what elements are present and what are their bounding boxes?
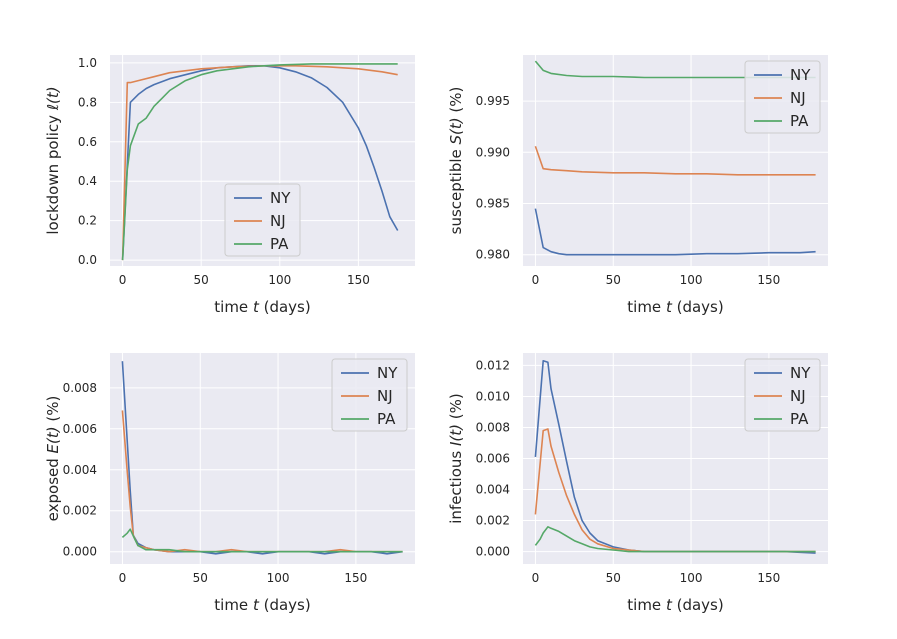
x-axis-label: time t (days) bbox=[627, 596, 723, 614]
series-line-nj bbox=[534, 145, 816, 176]
y-tick-label: 0.995 bbox=[476, 94, 510, 108]
y-tick-label: 0.004 bbox=[63, 463, 97, 477]
y-tick-label: 0.012 bbox=[476, 358, 510, 372]
series-line-pa bbox=[121, 528, 403, 553]
x-tick-label: 150 bbox=[347, 273, 370, 287]
x-tick-label: 0 bbox=[119, 571, 127, 585]
y-tick-label: 0.980 bbox=[476, 248, 510, 262]
x-axis-label: time t (days) bbox=[627, 298, 723, 316]
y-tick-label: 0.0 bbox=[78, 253, 97, 267]
series-line-pa bbox=[121, 63, 398, 261]
legend-label-ny: NY bbox=[790, 66, 811, 84]
series-line-pa bbox=[534, 526, 816, 553]
y-tick-label: 1.0 bbox=[78, 56, 97, 70]
x-tick-label: 0 bbox=[532, 273, 540, 287]
legend-label-nj: NJ bbox=[270, 212, 286, 230]
y-tick-label: 0.8 bbox=[78, 95, 97, 109]
y-tick-label: 0.985 bbox=[476, 197, 510, 211]
y-axis-label: infectious I(t) (%) bbox=[447, 393, 465, 524]
y-tick-label: 0.000 bbox=[476, 545, 510, 559]
subplot-lockdown: 0 50 100 150 0.0 0.2 0.4 0.6 0.8 1.0 time t (days)… bbox=[44, 55, 415, 316]
y-axis-label: exposed E(t) (%) bbox=[44, 396, 62, 522]
legend: NY NJ PA bbox=[744, 358, 821, 432]
y-tick-label: 0.002 bbox=[63, 504, 97, 518]
x-tick-label: 100 bbox=[680, 273, 703, 287]
y-tick-label: 0.6 bbox=[78, 135, 97, 149]
series-line-nj bbox=[121, 65, 398, 261]
x-tick-label: 100 bbox=[680, 571, 703, 585]
x-tick-label: 50 bbox=[606, 571, 621, 585]
legend-label-nj: NJ bbox=[790, 387, 806, 405]
legend: NY NJ PA bbox=[744, 60, 821, 134]
series-line-ny bbox=[534, 208, 816, 256]
y-tick-label: 0.008 bbox=[63, 381, 97, 395]
legend-frame bbox=[224, 183, 301, 257]
legend: NY NJ PA bbox=[224, 183, 301, 257]
subplot-infectious: 0 50 100 150 0.000 0.002 0.004 0.006 0.008 0.010 0… bbox=[447, 353, 828, 614]
y-axis-label: susceptible S(t) (%) bbox=[447, 87, 465, 235]
legend-label-pa: PA bbox=[377, 410, 396, 428]
y-tick-label: 0.008 bbox=[476, 420, 510, 434]
x-tick-label: 0 bbox=[119, 273, 127, 287]
x-tick-label: 150 bbox=[757, 273, 780, 287]
legend-frame bbox=[744, 358, 821, 432]
x-tick-label: 150 bbox=[757, 571, 780, 585]
x-tick-label: 50 bbox=[606, 273, 621, 287]
y-tick-label: 0.006 bbox=[63, 422, 97, 436]
legend-label-pa: PA bbox=[270, 235, 289, 253]
x-tick-label: 150 bbox=[344, 571, 367, 585]
x-tick-label: 0 bbox=[532, 571, 540, 585]
y-tick-label: 0.010 bbox=[476, 389, 510, 403]
legend-label-pa: PA bbox=[790, 410, 809, 428]
x-tick-label: 100 bbox=[267, 571, 290, 585]
x-axis-label: time t (days) bbox=[214, 596, 310, 614]
legend-frame bbox=[744, 60, 821, 134]
legend: NY NJ PA bbox=[331, 358, 408, 432]
y-tick-label: 0.990 bbox=[476, 145, 510, 159]
legend-label-nj: NJ bbox=[377, 387, 393, 405]
y-tick-label: 0.002 bbox=[476, 514, 510, 528]
y-tick-label: 0.004 bbox=[476, 483, 510, 497]
x-tick-label: 100 bbox=[268, 273, 291, 287]
y-axis-label: lockdown policy ℓ(t) bbox=[44, 86, 62, 234]
x-tick-label: 50 bbox=[194, 273, 209, 287]
y-tick-label: 0.4 bbox=[78, 174, 97, 188]
legend-label-pa: PA bbox=[790, 112, 809, 130]
legend-label-ny: NY bbox=[270, 189, 291, 207]
subplot-exposed: 0 50 100 150 0.000 0.002 0.004 0.006 0.008 time t… bbox=[44, 353, 415, 614]
x-tick-label: 50 bbox=[193, 571, 208, 585]
legend-label-ny: NY bbox=[377, 364, 398, 382]
legend-frame bbox=[331, 358, 408, 432]
subplot-susceptible: 0 50 100 150 0.980 0.985 0.990 0.995 time t (day… bbox=[447, 55, 828, 316]
y-tick-label: 0.006 bbox=[476, 452, 510, 466]
legend-label-nj: NJ bbox=[790, 89, 806, 107]
x-axis-label: time t (days) bbox=[214, 298, 310, 316]
legend-label-ny: NY bbox=[790, 364, 811, 382]
y-tick-label: 0.000 bbox=[63, 545, 97, 559]
y-tick-label: 0.2 bbox=[78, 214, 97, 228]
